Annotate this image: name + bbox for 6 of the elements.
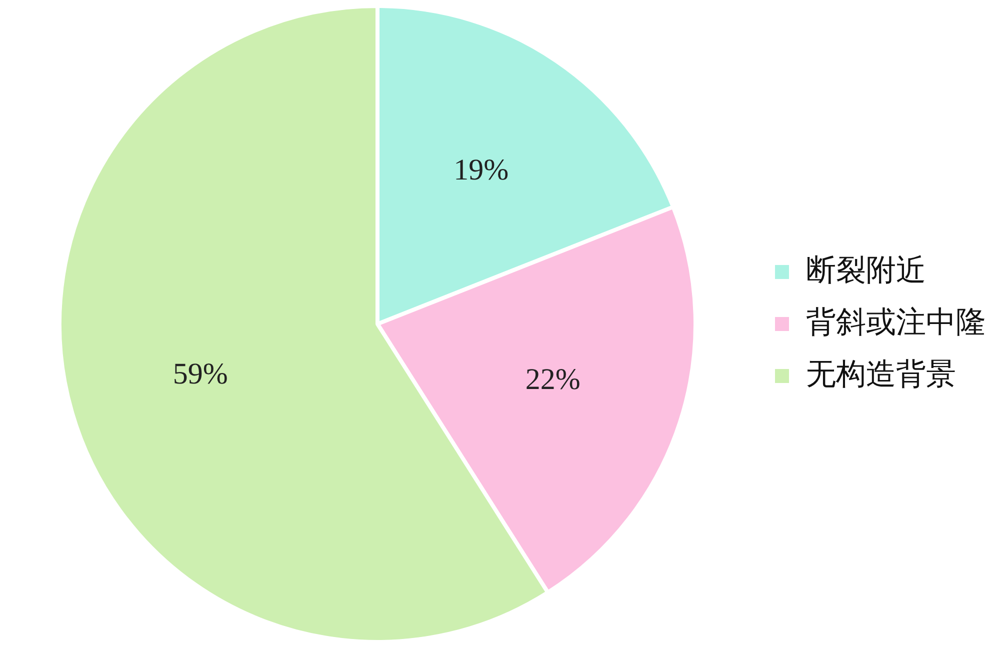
legend-label: 无构造背景 xyxy=(806,356,956,392)
data-label: 19% xyxy=(454,153,509,186)
data-label: 59% xyxy=(172,357,228,390)
legend-label: 断裂附近 xyxy=(806,252,926,288)
data-label: 22% xyxy=(525,362,580,396)
legend-label: 背斜或注中隆 xyxy=(806,304,986,340)
